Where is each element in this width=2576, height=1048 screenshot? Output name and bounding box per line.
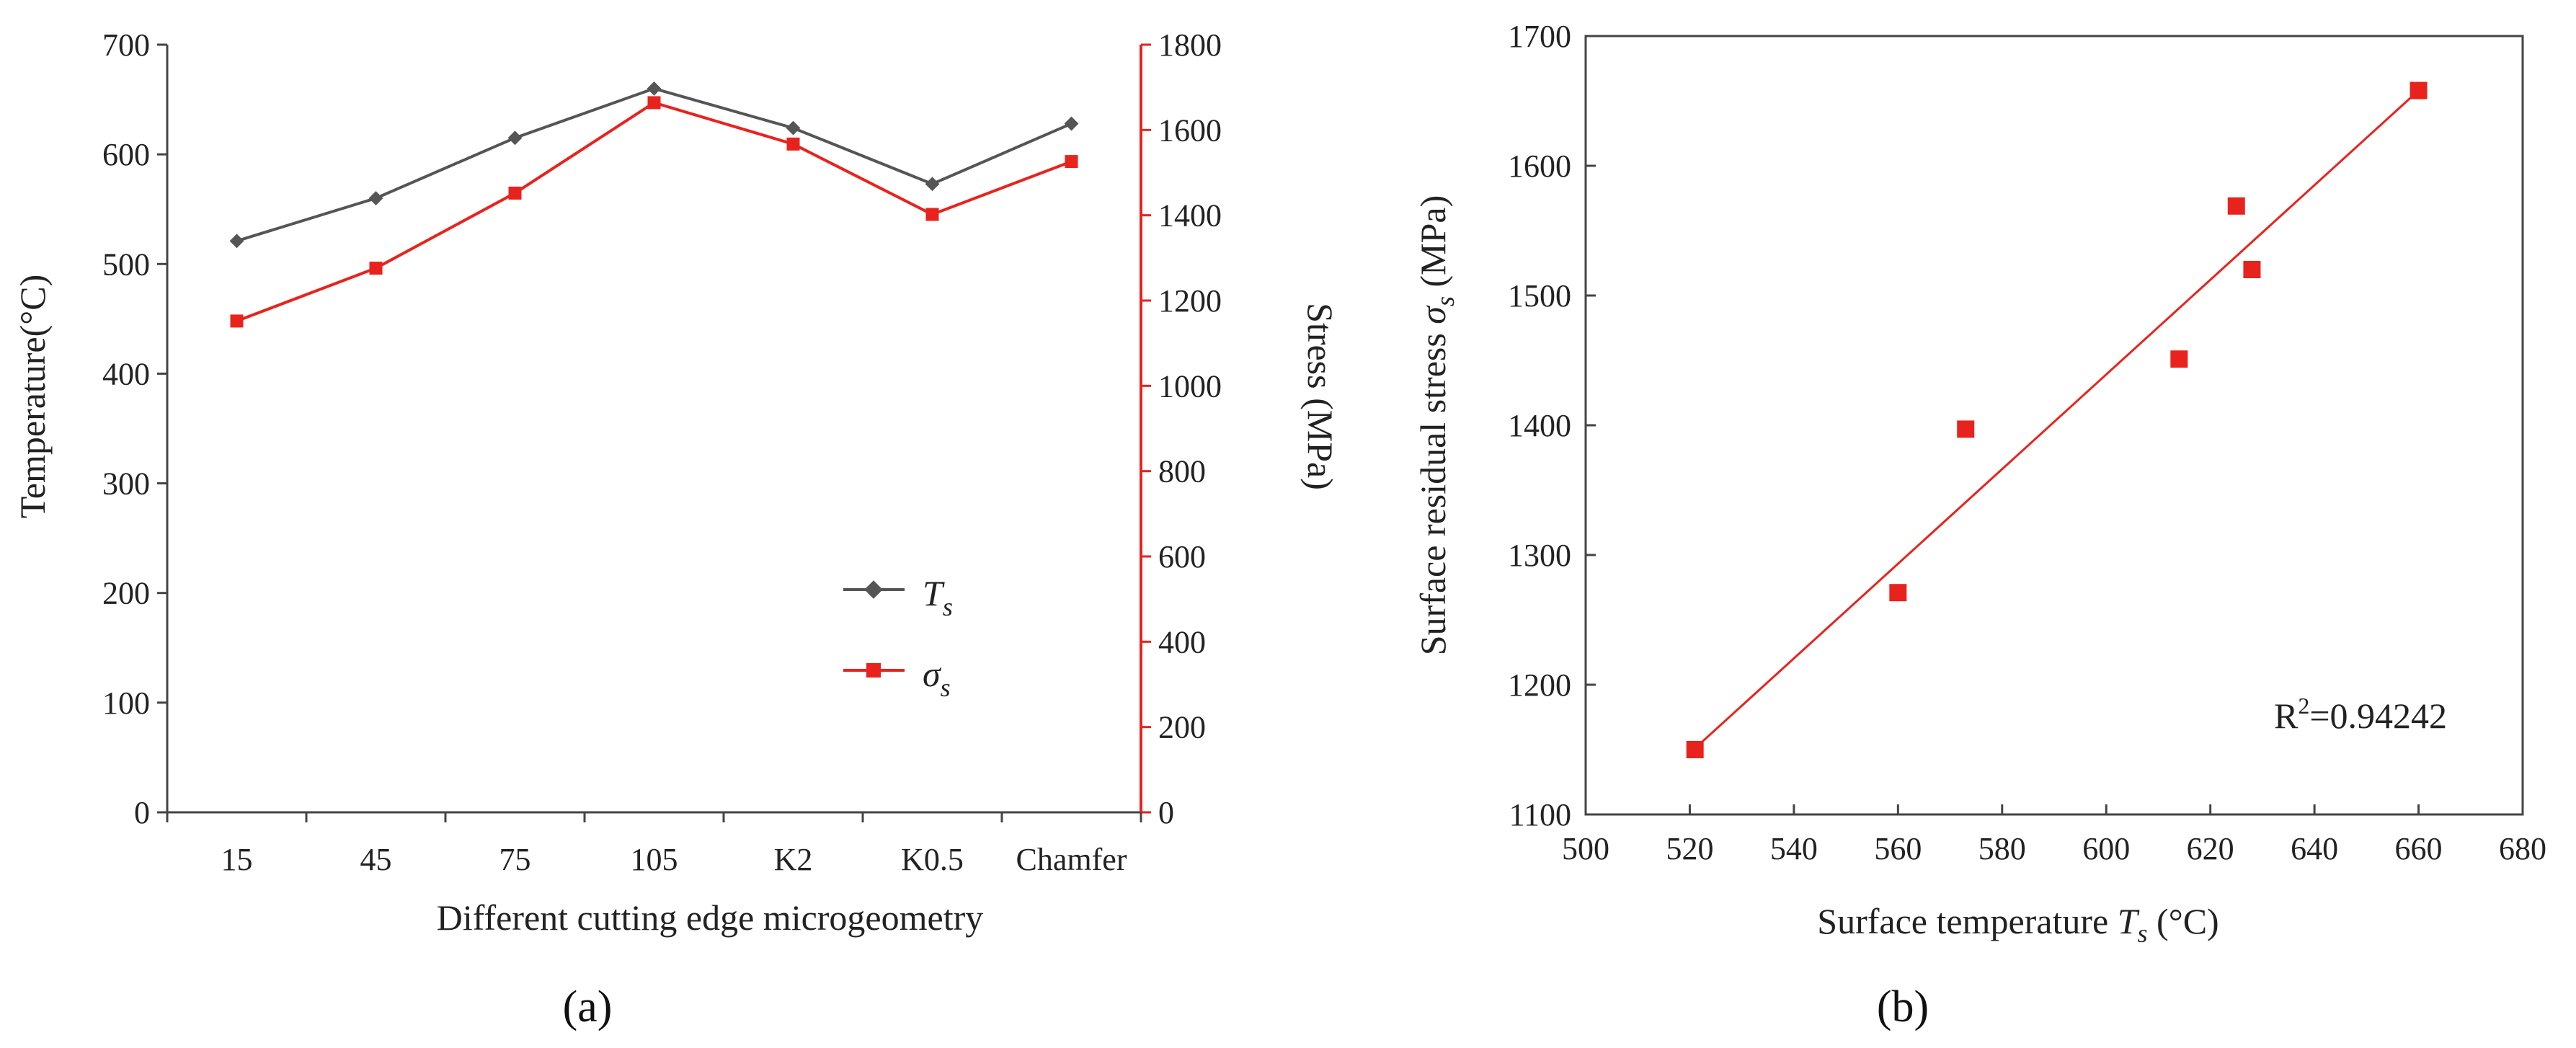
y-axis-ticks: 1100 1200 1300 1400 1500 1600 1700: [1508, 19, 1596, 832]
x-axis-ticks: 500 520 540 560 580 600 620 640 660 680: [1562, 804, 2546, 866]
x-tick-label: 580: [1978, 831, 2026, 866]
scatter-point: [1686, 741, 1704, 758]
x-tick-label: K2: [774, 842, 813, 877]
data-point: [786, 137, 800, 151]
series-stress: [230, 96, 1078, 328]
y-left-axis-title: Temperature(°C): [12, 275, 53, 519]
legend-label-ts: Ts: [923, 573, 953, 621]
data-point: [925, 208, 939, 221]
x-axis-ticks: 15 45 75 105 K2 K0.5 Chamfer: [166, 812, 1142, 877]
right-y-tick-label: 800: [1158, 454, 1206, 489]
x-tick-label: 520: [1666, 831, 1713, 866]
x-axis-title: Surface temperature Ts (°C): [1817, 901, 2219, 948]
data-point: [508, 186, 522, 200]
data-point: [369, 262, 383, 275]
panel-label-a: (a): [563, 982, 613, 1031]
legend-entry-sigma: σs: [843, 654, 951, 702]
left-y-tick-label: 600: [102, 137, 150, 172]
right-y-tick-label: 1400: [1158, 198, 1222, 234]
right-y-tick-label: 1200: [1158, 283, 1222, 319]
y-tick-label: 1100: [1509, 797, 1571, 832]
panel-b: 500 520 540 560 580 600 620 640 660 680 110012001…: [1413, 19, 2546, 1031]
y-tick-label: 1200: [1508, 667, 1571, 703]
x-tick-label: 15: [221, 842, 253, 877]
panel-label-b: (b): [1877, 982, 1929, 1031]
data-point: [368, 191, 383, 205]
data-point: [786, 120, 801, 136]
y-tick-label: 1400: [1508, 408, 1571, 443]
y-tick-label: 1500: [1508, 278, 1571, 314]
y-right-axis-title: Stress (MPa): [1300, 303, 1341, 490]
legend-label-sigma: σs: [923, 654, 951, 702]
data-point: [507, 130, 523, 146]
series-line: [236, 86, 1072, 243]
x-tick-label: K0.5: [901, 842, 964, 877]
data-point: [229, 234, 244, 249]
x-tick-label: 500: [1562, 831, 1609, 866]
left-y-tick-label: 200: [102, 576, 150, 611]
x-tick-label: 620: [2187, 831, 2234, 866]
scatter-points: [1686, 81, 2428, 758]
right-y-axis-ticks: 0 200 400 600 800 1000 1200 1400 1600 1800: [1141, 27, 1222, 830]
scatter-point: [2410, 81, 2428, 99]
y-tick-label: 1300: [1508, 538, 1571, 573]
data-point: [230, 314, 244, 328]
scatter-point: [2170, 350, 2188, 368]
right-y-tick-label: 200: [1158, 710, 1206, 745]
line-series: [229, 81, 1079, 328]
x-tick-label: 540: [1770, 831, 1818, 866]
series-temperature: [229, 81, 1079, 249]
y-tick-label: 1700: [1508, 19, 1571, 54]
x-tick-label: 660: [2395, 831, 2443, 866]
left-y-tick-label: 500: [102, 247, 150, 282]
left-y-tick-label: 700: [102, 27, 150, 63]
data-point: [1064, 116, 1079, 131]
legend-marker-ts: [864, 580, 883, 599]
y-axis-title: Surface residual stress σs (MPa): [1413, 195, 1460, 656]
legend-entry-ts: Ts: [843, 573, 953, 621]
series-line: [236, 101, 1072, 323]
x-tick-label: 640: [2291, 831, 2338, 866]
x-axis-title: Different cutting edge microgeometry: [437, 897, 984, 938]
y-tick-label: 1600: [1508, 148, 1571, 184]
left-y-tick-label: 400: [102, 356, 150, 391]
right-y-tick-label: 0: [1158, 795, 1174, 830]
right-y-tick-label: 400: [1158, 624, 1206, 660]
x-tick-label: 600: [2082, 831, 2130, 866]
panel-a: 0 100 200 300 400 500 600 700 0 200 400 600 800 1000…: [12, 27, 1341, 1031]
right-y-tick-label: 1600: [1158, 112, 1222, 148]
scatter-point: [1889, 584, 1907, 602]
scatter-point: [2227, 197, 2245, 215]
fit-line: [1694, 89, 2420, 750]
left-y-tick-label: 0: [134, 795, 150, 830]
left-y-tick-label: 300: [102, 466, 150, 502]
right-y-tick-label: 600: [1158, 539, 1206, 574]
right-y-tick-label: 1000: [1158, 368, 1222, 404]
right-y-tick-label: 1800: [1158, 27, 1222, 63]
x-tick-label: 680: [2499, 831, 2546, 866]
x-tick-label: 560: [1874, 831, 1922, 866]
scatter-point: [1957, 420, 1975, 438]
data-point: [647, 96, 661, 110]
data-point: [1065, 155, 1078, 169]
scatter-point: [2243, 261, 2261, 278]
left-y-axis-ticks: 0 100 200 300 400 500 600 700: [102, 27, 167, 830]
left-y-tick-label: 100: [102, 685, 150, 721]
data-point: [647, 81, 662, 96]
r-squared-annotation: R2=0.94242: [2274, 693, 2447, 736]
x-tick-label: 45: [360, 842, 392, 877]
x-tick-label: 105: [631, 842, 678, 877]
data-point: [925, 177, 940, 192]
x-tick-label: 75: [499, 842, 531, 877]
legend-marker-sigma: [866, 663, 881, 678]
x-tick-label: Chamfer: [1016, 842, 1127, 877]
legend: Ts σs: [843, 573, 953, 702]
